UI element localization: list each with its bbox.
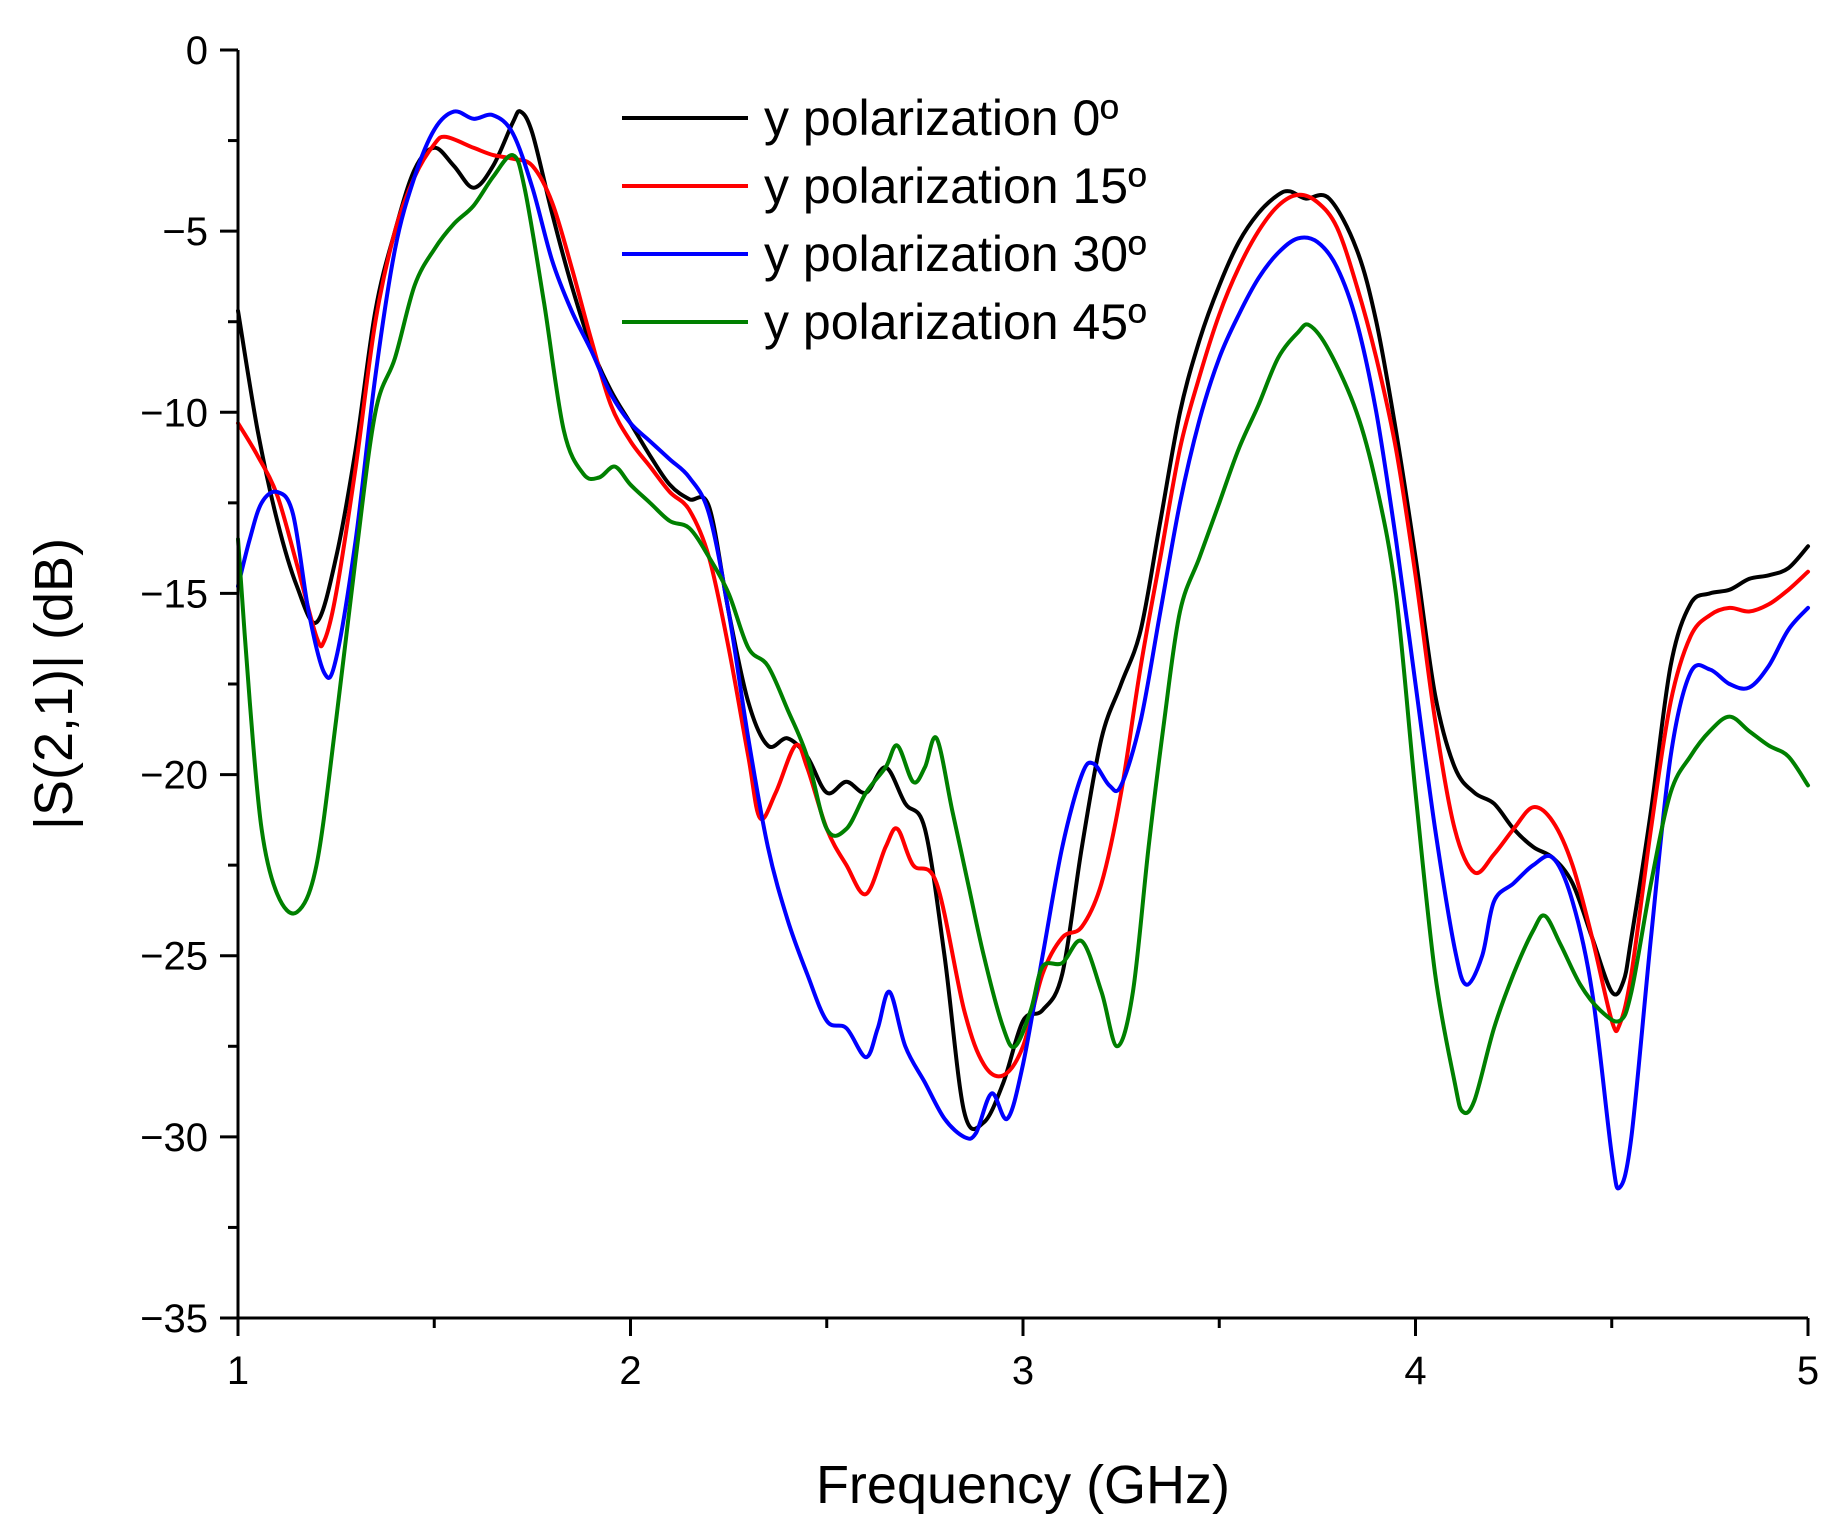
x-tick-label: 1: [227, 1349, 249, 1393]
x-axis-title: Frequency (GHz): [816, 1455, 1230, 1515]
series-layer: [236, 109, 1810, 1191]
y-axis-title: |S(2,1)| (dB): [24, 538, 84, 830]
x-tick-label: 2: [619, 1349, 641, 1393]
legend-label: y polarization 15º: [764, 158, 1146, 214]
y-tick-label: −15: [140, 572, 208, 616]
y-tick-label: −20: [140, 754, 208, 798]
x-tick-label: 4: [1404, 1349, 1426, 1393]
y-tick-label: 0: [186, 29, 208, 73]
y-tick-label: −10: [140, 391, 208, 435]
y-tick-label: −35: [140, 1297, 208, 1341]
y-tick-label: −30: [140, 1116, 208, 1160]
legend-label: y polarization 30º: [764, 226, 1146, 282]
legend-label: y polarization 0º: [764, 90, 1119, 146]
y-tick-label: −5: [162, 210, 208, 254]
x-tick-label: 5: [1797, 1349, 1819, 1393]
legend-label: y polarization 45º: [764, 294, 1146, 350]
x-tick-label: 3: [1012, 1349, 1034, 1393]
y-tick-label: −25: [140, 935, 208, 979]
ticks-layer: 1 2 3 4 5 0 −5 −10 −15 −20 −25 −30 −35: [140, 29, 1819, 1393]
series-line-45deg: [236, 153, 1810, 1116]
legend: y polarization 0º y polarization 15º y pol…: [622, 90, 1146, 350]
